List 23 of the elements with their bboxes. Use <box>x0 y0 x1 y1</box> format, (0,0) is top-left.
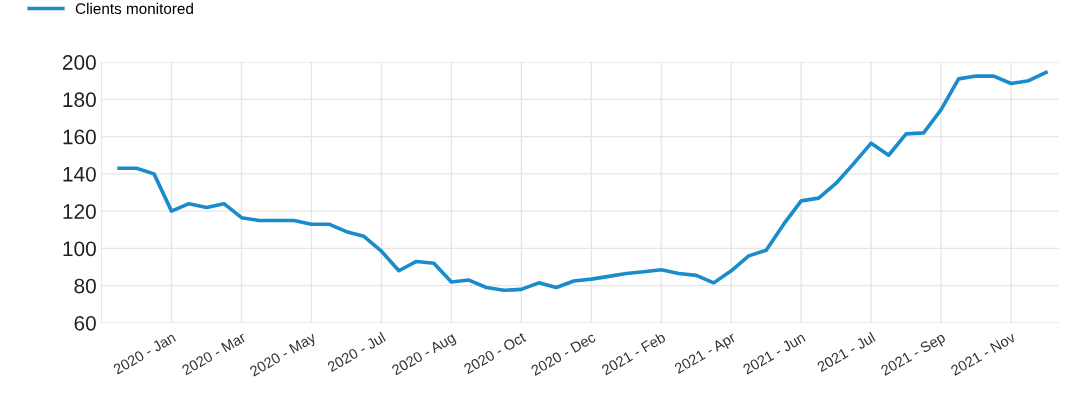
y-tick-label: 100 <box>63 241 96 257</box>
x-tick-label: 2021 - Jul <box>816 331 876 373</box>
y-tick-label: 120 <box>63 204 96 219</box>
x-tick-label: 2020 - Jul <box>326 331 386 373</box>
x-tick-label: 2021 - Jun <box>742 332 806 375</box>
y-tick-label: 200 <box>62 55 96 70</box>
x-tick-label: 2020 - May <box>249 331 319 380</box>
x-tick-label: 2020 - Dec <box>530 331 597 376</box>
x-tick-label: 2021 - Nov <box>950 331 1017 376</box>
x-tick-label: 2020 - Aug <box>391 332 458 378</box>
y-tick-label: 160 <box>63 129 96 145</box>
x-tick-label: 2020 - Mar <box>181 331 247 376</box>
x-tick-label: 2021 - Feb <box>600 331 667 376</box>
y-tick-label: 140 <box>63 166 96 182</box>
x-tick-label: 2020 - Oct <box>463 331 527 375</box>
x-tick-label: 2021 - Sep <box>880 331 948 379</box>
y-tick-label: 80 <box>74 278 96 294</box>
line-series <box>117 70 1048 293</box>
legend-label: Clients monitored <box>75 2 193 15</box>
x-tick-label: 2021 - Apr <box>673 331 738 377</box>
y-tick-label: 60 <box>74 315 96 331</box>
x-tick-label: 2020 - Jan <box>112 332 177 375</box>
y-tick-label: 180 <box>63 92 96 108</box>
